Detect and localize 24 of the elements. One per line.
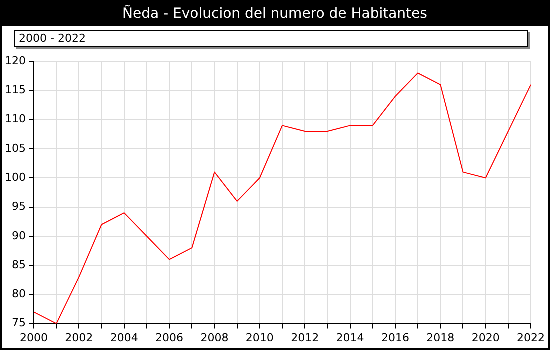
- x-tick-label: 2012: [291, 331, 320, 344]
- y-tick-label: 85: [12, 258, 26, 272]
- x-tick-label: 2010: [246, 331, 274, 344]
- x-tick-label: 2020: [472, 331, 500, 344]
- x-tick-label: 2016: [381, 331, 410, 344]
- x-tick-label: 2006: [156, 331, 184, 344]
- y-tick-label: 115: [4, 84, 26, 97]
- x-tick-label: 2014: [336, 331, 364, 344]
- y-tick-label: 105: [4, 142, 26, 155]
- y-tick-label: 90: [12, 229, 26, 242]
- y-tick-label: 80: [12, 288, 26, 301]
- y-tick-label: 120: [4, 54, 26, 68]
- y-tick-label: 110: [4, 112, 26, 126]
- x-tick-label: 2002: [65, 331, 94, 344]
- chart-title: Ñeda - Evolucion del numero de Habitantes: [2, 2, 548, 26]
- x-tick-label: 2018: [426, 331, 455, 344]
- y-tick-label: 95: [12, 200, 26, 214]
- y-tick-label: 100: [4, 170, 26, 184]
- x-tick-label: 2000: [20, 331, 48, 344]
- x-tick-label: 2008: [200, 331, 229, 344]
- x-tick-label: 2022: [517, 331, 546, 344]
- chart-subtitle: 2000 - 2022: [14, 30, 528, 47]
- y-tick-label: 75: [12, 316, 26, 330]
- x-tick-label: 2004: [110, 331, 138, 344]
